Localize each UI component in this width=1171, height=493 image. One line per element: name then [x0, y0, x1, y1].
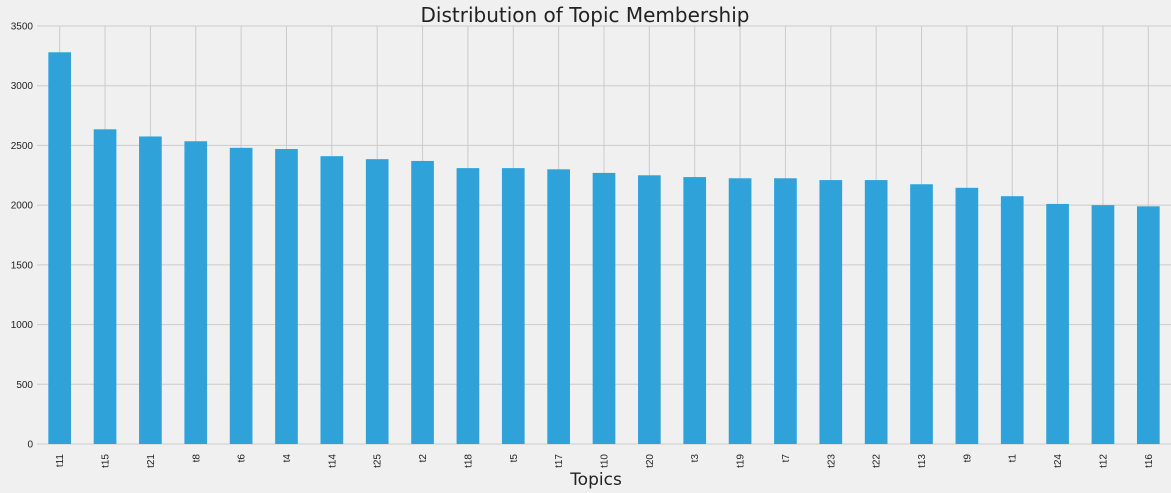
x-tick-label: t17 — [554, 454, 565, 468]
bar-t25 — [365, 159, 389, 445]
x-tick-label: t8 — [191, 454, 202, 463]
bar-t3 — [683, 177, 707, 444]
x-tick-label: t12 — [1098, 454, 1109, 468]
bar-t12 — [1091, 205, 1115, 444]
x-tick-label: t4 — [282, 454, 293, 463]
y-tick-label: 1500 — [11, 260, 34, 271]
y-tick-label: 500 — [16, 380, 33, 391]
x-tick-label: t25 — [373, 454, 384, 468]
bar-t5 — [501, 168, 525, 444]
x-tick-label: t11 — [55, 454, 66, 468]
y-tick-label: 2500 — [11, 141, 34, 152]
y-tick-label: 0 — [27, 440, 33, 451]
x-tick-labels: t11 t15 t21 t8 t6 t4 t14 t25 t2 t18 t5 t17 t10 t20 t3 t… — [55, 454, 1155, 468]
x-tick-label: t1 — [1008, 454, 1019, 463]
bar-t7 — [774, 178, 797, 444]
x-tick-label: t5 — [509, 454, 520, 463]
bar-t14 — [320, 156, 344, 445]
bar-t2 — [411, 160, 434, 444]
bars — [48, 52, 1160, 445]
x-tick-label: t3 — [690, 454, 701, 463]
y-tick-label: 3500 — [11, 22, 34, 33]
bar-t9 — [955, 187, 979, 444]
bar-t18 — [456, 168, 480, 444]
bar-t6 — [229, 147, 253, 444]
x-tick-label: t7 — [781, 454, 792, 463]
x-tick-label: t22 — [872, 454, 883, 468]
chart-title: Distribution of Topic Membership — [421, 3, 750, 27]
x-tick-label: t21 — [146, 454, 157, 468]
bar-t10 — [592, 172, 616, 444]
x-tick-label: t23 — [826, 454, 837, 468]
x-tick-label: t2 — [418, 454, 429, 463]
bar-t21 — [139, 136, 162, 444]
bar-t11 — [48, 52, 72, 444]
bar-t16 — [1136, 206, 1160, 444]
x-tick-label: t24 — [1053, 454, 1064, 468]
y-tick-labels: 0 500 1000 1500 2000 2500 3000 3500 — [11, 22, 34, 451]
bar-t19 — [728, 178, 752, 444]
bar-t24 — [1046, 203, 1069, 444]
x-tick-label: t9 — [962, 454, 973, 463]
x-tick-label: t19 — [736, 454, 747, 468]
x-tick-label: t15 — [101, 454, 112, 468]
x-tick-label: t6 — [237, 454, 248, 463]
bar-t20 — [638, 175, 661, 445]
y-tick-label: 2000 — [11, 201, 34, 212]
x-tick-label: t16 — [1144, 454, 1155, 468]
y-tick-label: 1000 — [11, 320, 34, 331]
bar-t4 — [275, 149, 298, 445]
x-axis-label: Topics — [569, 470, 622, 490]
bar-t1 — [1000, 196, 1024, 444]
bar-t8 — [184, 141, 208, 444]
bar-t23 — [819, 180, 843, 444]
x-tick-label: t20 — [645, 454, 656, 468]
y-tick-label: 3000 — [11, 81, 34, 92]
x-tick-label: t10 — [600, 454, 611, 468]
bar-t17 — [547, 169, 570, 445]
x-tick-label: t18 — [463, 454, 474, 468]
x-tick-label: t13 — [917, 454, 928, 468]
bar-t13 — [910, 184, 933, 444]
x-tick-label: t14 — [327, 454, 338, 468]
bar-t15 — [93, 129, 117, 444]
bar-t22 — [864, 180, 888, 444]
